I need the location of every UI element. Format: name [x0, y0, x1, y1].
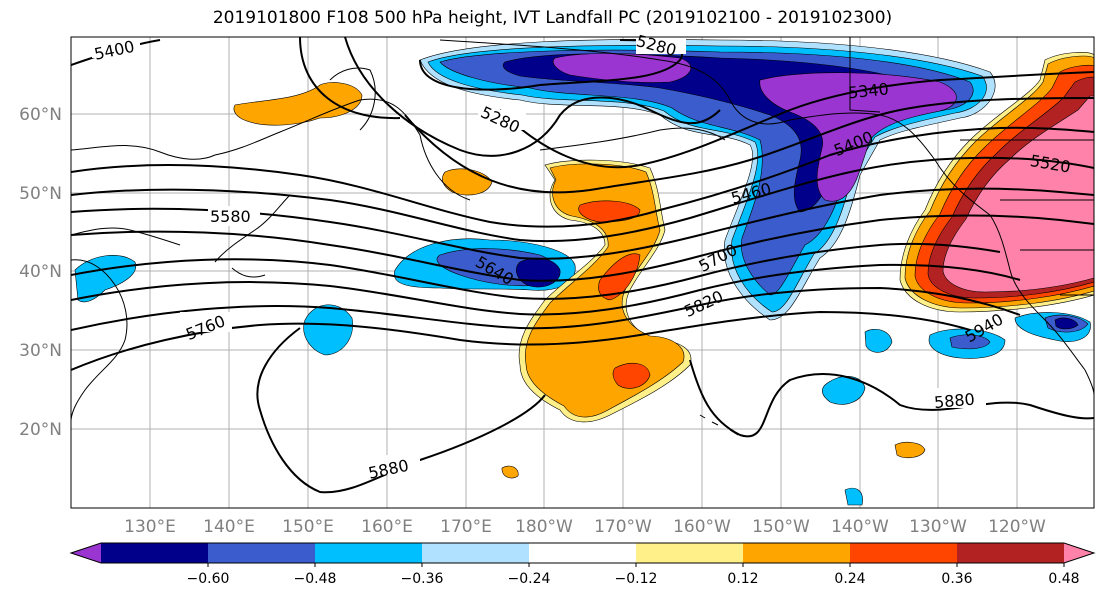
lat-label-50n: 50°N	[19, 184, 62, 204]
colorbar-outline	[69, 542, 1096, 564]
height-contours	[71, 37, 1094, 494]
colorbar-tick-label: −0.24	[508, 571, 551, 587]
colorbar-tick-label: 0.36	[941, 571, 972, 587]
colorbar-tick-label: −0.60	[187, 571, 230, 587]
colorbar-arrow-left	[71, 543, 101, 563]
colorbar-tick-label: 0.12	[727, 571, 758, 587]
positive-anomaly-core	[578, 200, 641, 223]
longitude-labels: 130°E 140°E 150°E 160°E 170°E 180°W 170°…	[124, 517, 1046, 537]
lat-label-20n: 20°N	[19, 420, 62, 440]
lon-label: 150°W	[752, 517, 810, 537]
lon-label: 170°W	[594, 517, 652, 537]
japan-coastline	[214, 194, 291, 278]
lat-label-30n: 30°N	[19, 341, 62, 361]
lon-label: 160°E	[361, 517, 413, 537]
contour-label: 5340	[847, 79, 889, 102]
latitude-labels: 60°N 50°N 40°N 30°N 20°N	[19, 105, 62, 440]
colorbar-segment	[529, 543, 637, 563]
pink-core	[942, 95, 1094, 293]
coastlines	[71, 37, 1094, 436]
colorbar-segment	[850, 543, 958, 563]
colorbar: −0.60 −0.48 −0.36 −0.24 −0.12 0.12 0.24 0.36 0.4…	[69, 542, 1096, 587]
colorbar-segment	[422, 543, 530, 563]
colorbar-segment	[315, 543, 423, 563]
lon-label: 150°E	[282, 517, 334, 537]
colorbar-tick-label: 0.48	[1048, 571, 1079, 587]
plot-frame	[70, 36, 1095, 509]
colorbar-segment	[101, 543, 209, 563]
lon-label: 140°W	[831, 517, 889, 537]
lat-label-60n: 60°N	[19, 105, 62, 125]
contour-label: 5880	[933, 390, 975, 412]
lon-label: 120°W	[988, 517, 1046, 537]
colorbar-segment	[636, 543, 744, 563]
colorbar-segment	[957, 543, 1065, 563]
lon-label: 130°E	[124, 517, 176, 537]
colorbar-tick-label: −0.12	[615, 571, 658, 587]
border-lines	[849, 37, 1094, 296]
colorbar-segment	[208, 543, 316, 563]
colorbar-tick-label: −0.48	[294, 571, 337, 587]
lon-label: 160°W	[673, 517, 731, 537]
asia-coastline	[71, 98, 471, 421]
lon-label: 180°W	[515, 517, 573, 537]
lon-label: 140°E	[203, 517, 255, 537]
lon-label: 130°W	[909, 517, 967, 537]
map-title: 2019101800 F108 500 hPa height, IVT Land…	[212, 8, 893, 28]
colorbar-arrow-right	[1064, 543, 1094, 563]
alaska-coastline	[439, 39, 991, 216]
lon-label: 170°E	[440, 517, 492, 537]
colorbar-tick-label: −0.36	[401, 571, 444, 587]
colorbar-segment	[743, 543, 851, 563]
contour-label: 5580	[210, 207, 251, 226]
lat-label-40n: 40°N	[19, 262, 62, 282]
colorbar-tick-label: 0.24	[834, 571, 865, 587]
north-america-coastline	[989, 214, 1094, 396]
